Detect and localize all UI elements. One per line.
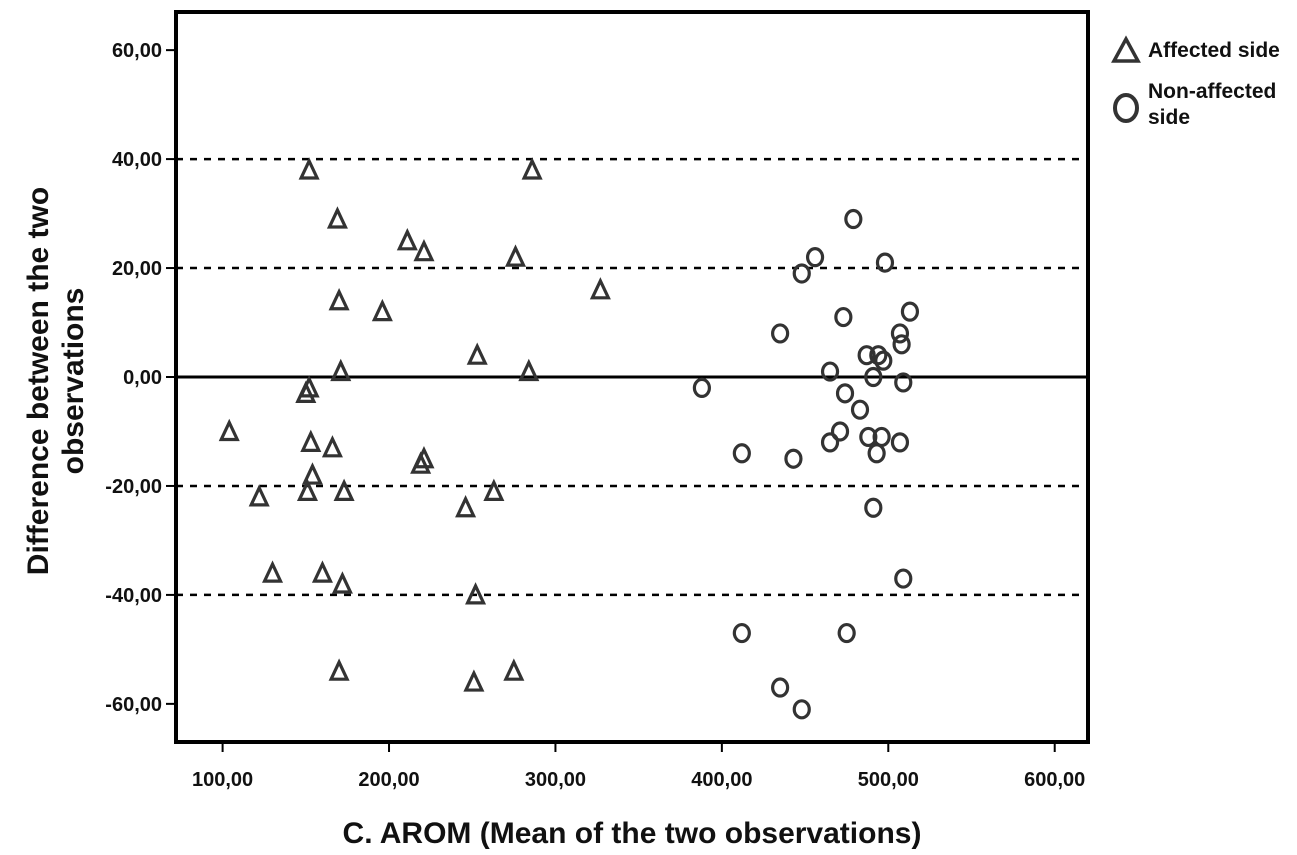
non-affected-side-point <box>732 622 751 644</box>
non-affected-side-point <box>820 432 840 453</box>
non-affected-side-point <box>874 350 893 371</box>
legend-circle-icon <box>1113 93 1139 123</box>
non-affected-side-point <box>864 366 883 388</box>
affected-side-point <box>504 244 527 267</box>
affected-side-point <box>413 445 435 469</box>
non-affected-side-point <box>864 497 883 518</box>
affected-side-point <box>371 298 393 322</box>
non-affected-side-point <box>771 677 790 698</box>
y-axis-title-line-1: Difference between the two <box>22 187 55 575</box>
data-points <box>218 157 920 720</box>
non-affected-side-point <box>890 323 910 344</box>
y-tick-label: 20,00 <box>112 258 162 280</box>
legend-triangle-icon <box>1111 35 1141 63</box>
affected-side-point <box>301 462 323 485</box>
x-axis: 100,00 200,00 300,00 400,00 500,00 600,00 <box>192 742 1085 791</box>
y-axis: 60,00 40,00 20,00 0,00 -20,00 -40,00 -60,00 <box>105 40 176 716</box>
non-affected-side-point <box>692 377 711 398</box>
affected-side-point <box>330 358 352 382</box>
non-affected-side-point <box>850 399 870 420</box>
affected-side-point <box>333 478 355 502</box>
non-affected-side-point <box>792 699 811 720</box>
affected-side-point <box>218 418 240 442</box>
non-affected-side-point <box>892 334 911 355</box>
x-tick-label: 100,00 <box>192 769 253 791</box>
non-affected-side-point <box>771 323 790 344</box>
affected-side-point <box>413 238 435 262</box>
y-tick-label: 0,00 <box>123 367 162 389</box>
x-axis-title: C. AROM (Mean of the two observations) <box>343 817 922 850</box>
reference-lines <box>176 157 1088 597</box>
affected-side-point <box>311 560 333 583</box>
non-affected-side-point <box>900 301 920 322</box>
x-tick-label: 600,00 <box>1024 769 1085 791</box>
affected-side-point <box>328 658 350 681</box>
affected-side-point <box>296 478 318 502</box>
y-tick-label: -20,00 <box>105 476 162 498</box>
non-affected-side-point <box>830 421 850 442</box>
non-affected-side-point <box>894 568 913 589</box>
non-affected-side-point <box>834 306 853 328</box>
affected-side-point <box>331 571 353 594</box>
non-affected-side-point <box>890 432 910 453</box>
affected-side-point <box>463 669 485 692</box>
x-tick-label: 300,00 <box>525 769 586 791</box>
legend-label-non-affected-line-2: side <box>1148 106 1190 129</box>
affected-side-point <box>465 582 487 605</box>
non-affected-side-point <box>792 263 811 284</box>
non-affected-side-point <box>844 208 863 230</box>
affected-side-point <box>326 206 348 229</box>
affected-side-point <box>248 484 270 507</box>
affected-side-point <box>300 429 322 452</box>
affected-side-point <box>396 228 418 251</box>
affected-side-point <box>466 342 488 365</box>
non-affected-side-point <box>894 372 913 393</box>
y-tick-label: -40,00 <box>105 585 162 607</box>
affected-side-point <box>503 658 525 681</box>
affected-side-point <box>483 478 505 502</box>
y-tick-label: 60,00 <box>112 40 162 62</box>
affected-side-point <box>518 358 540 382</box>
affected-side-point <box>521 157 543 180</box>
non-affected-side-point <box>875 252 895 273</box>
non-affected-side-point <box>869 345 888 366</box>
legend: Affected side Non-affected side <box>1111 35 1282 129</box>
affected-side-point <box>589 277 611 300</box>
x-tick-label: 400,00 <box>691 769 752 791</box>
non-affected-side-point <box>784 448 803 469</box>
non-affected-side-point <box>820 361 840 382</box>
legend-label-affected: Affected side <box>1148 39 1280 62</box>
non-affected-side-point <box>805 247 825 268</box>
affected-side-point <box>328 287 350 311</box>
legend-label-non-affected: Non-affected side <box>1148 80 1282 129</box>
affected-side-point <box>298 157 320 180</box>
non-affected-side-point <box>837 622 856 644</box>
y-axis-title-line-2: observations <box>57 288 90 475</box>
non-affected-side-point <box>859 426 878 448</box>
non-affected-side-point <box>867 443 886 464</box>
non-affected-side-point <box>732 443 751 464</box>
y-tick-label: -60,00 <box>105 694 162 716</box>
x-tick-label: 200,00 <box>358 769 419 791</box>
affected-side-point <box>262 560 284 583</box>
affected-side-point <box>455 494 477 518</box>
affected-side-point <box>321 435 343 458</box>
legend-label-non-affected-line-1: Non-affected <box>1148 80 1276 103</box>
affected-side-point <box>298 375 320 398</box>
y-tick-label: 40,00 <box>112 149 162 171</box>
non-affected-side-point <box>835 383 855 404</box>
x-tick-label: 500,00 <box>858 769 919 791</box>
non-affected-side-point <box>857 345 876 366</box>
